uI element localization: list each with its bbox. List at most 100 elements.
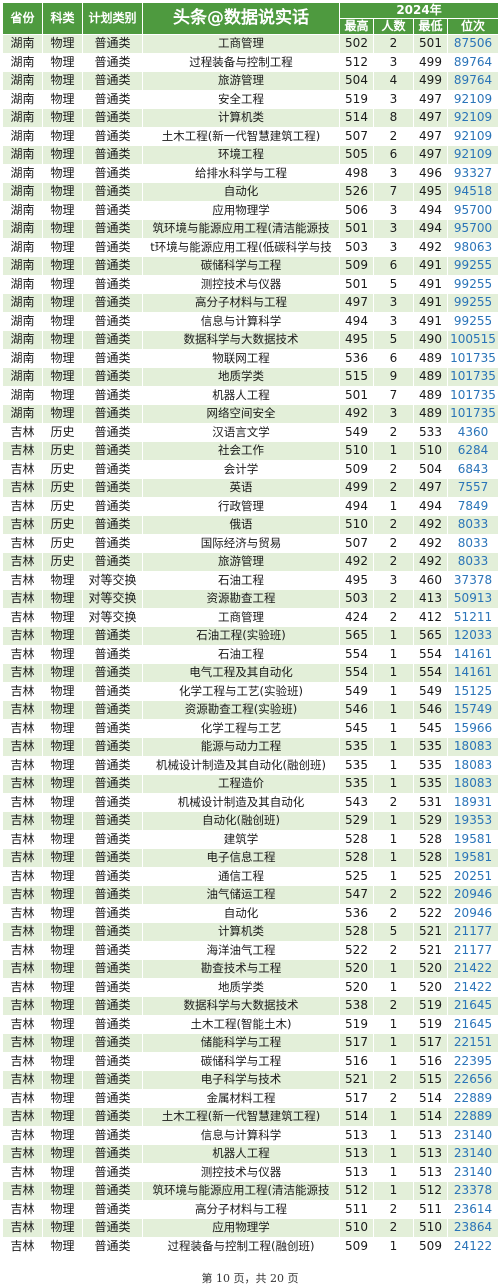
major-cell: 碳储科学与工程 xyxy=(142,256,340,276)
province-cell: 吉林 xyxy=(2,718,43,738)
plan-cell: 普通类 xyxy=(82,792,143,812)
province-cell: 湖南 xyxy=(2,71,43,91)
subject-cell: 历史 xyxy=(42,533,83,553)
max-score-cell: 510 xyxy=(339,441,374,461)
rank-cell: 50913 xyxy=(446,589,500,609)
max-score-cell: 506 xyxy=(339,200,374,220)
subject-cell: 物理 xyxy=(42,1051,83,1071)
max-score-cell: 495 xyxy=(339,570,374,590)
count-cell: 2 xyxy=(373,515,414,535)
plan-cell: 普通类 xyxy=(82,367,143,387)
plan-cell: 普通类 xyxy=(82,200,143,220)
count-cell: 2 xyxy=(373,996,414,1016)
subject-cell: 物理 xyxy=(42,274,83,294)
rank-cell: 18083 xyxy=(446,737,500,757)
max-score-cell: 494 xyxy=(339,496,374,516)
count-cell: 6 xyxy=(373,256,414,276)
plan-cell: 普通类 xyxy=(82,237,143,257)
subject-cell: 物理 xyxy=(42,311,83,331)
table-row: 吉林 物理 普通类 勘查技术与工程 520 1 520 21422 xyxy=(2,959,500,979)
max-score-cell: 505 xyxy=(339,145,374,165)
table-row: 吉林 物理 普通类 金属材料工程 517 2 514 22889 xyxy=(2,1088,500,1108)
subject-cell: 物理 xyxy=(42,996,83,1016)
province-cell: 吉林 xyxy=(2,774,43,794)
major-cell: 机械设计制造及其自动化 xyxy=(142,792,340,812)
major-cell: 电子科学与技术 xyxy=(142,1070,340,1090)
max-score-cell: 543 xyxy=(339,792,374,812)
count-cell: 2 xyxy=(373,589,414,609)
plan-cell: 对等交换 xyxy=(82,607,143,627)
rank-cell: 37378 xyxy=(446,570,500,590)
subject-cell: 物理 xyxy=(42,681,83,701)
count-cell: 1 xyxy=(373,1033,414,1053)
count-cell: 1 xyxy=(373,848,414,868)
max-score-cell: 526 xyxy=(339,182,374,202)
count-cell: 2 xyxy=(373,792,414,812)
count-cell: 1 xyxy=(373,1236,414,1256)
province-cell: 吉林 xyxy=(2,848,43,868)
major-cell: 机械设计制造及其自动化(融创班) xyxy=(142,755,340,775)
table-row: 吉林 物理 普通类 自动化(融创班) 529 1 529 19353 xyxy=(2,811,500,831)
major-cell: 能源与动力工程 xyxy=(142,737,340,757)
table-row: 吉林 物理 普通类 通信工程 525 1 525 20251 xyxy=(2,866,500,886)
max-score-cell: 535 xyxy=(339,774,374,794)
plan-cell: 普通类 xyxy=(82,755,143,775)
plan-cell: 普通类 xyxy=(82,1070,143,1090)
province-cell: 湖南 xyxy=(2,237,43,257)
plan-cell: 普通类 xyxy=(82,478,143,498)
count-cell: 2 xyxy=(373,552,414,572)
plan-cell: 普通类 xyxy=(82,1051,143,1071)
count-cell: 1 xyxy=(373,1162,414,1182)
count-cell: 1 xyxy=(373,1014,414,1034)
major-cell: 油气储运工程 xyxy=(142,885,340,905)
min-score-cell: 495 xyxy=(413,182,448,202)
province-cell: 吉林 xyxy=(2,570,43,590)
count-cell: 2 xyxy=(373,1070,414,1090)
max-score-cell: 492 xyxy=(339,552,374,572)
count-cell: 6 xyxy=(373,145,414,165)
count-cell: 1 xyxy=(373,1051,414,1071)
max-score-cell: 495 xyxy=(339,330,374,350)
plan-cell: 普通类 xyxy=(82,1014,143,1034)
table-row: 吉林 历史 普通类 社会工作 510 1 510 6284 xyxy=(2,441,500,461)
max-score-cell: 510 xyxy=(339,515,374,535)
plan-cell: 普通类 xyxy=(82,1199,143,1219)
province-cell: 吉林 xyxy=(2,1107,43,1127)
table-row: 湖南 物理 普通类 机器人工程 501 7 489 101735 xyxy=(2,385,500,405)
major-cell: 机器人工程 xyxy=(142,1144,340,1164)
count-cell: 3 xyxy=(373,404,414,424)
subject-cell: 物理 xyxy=(42,829,83,849)
plan-cell: 普通类 xyxy=(82,348,143,368)
table-row: 湖南 物理 普通类 测控技术与仪器 501 5 491 99255 xyxy=(2,274,500,294)
max-score-cell: 503 xyxy=(339,237,374,257)
rank-cell: 23140 xyxy=(446,1125,500,1145)
table-row: 吉林 物理 普通类 土木工程(新一代智慧建筑工程) 514 1 514 22889 xyxy=(2,1107,500,1127)
plan-cell: 普通类 xyxy=(82,829,143,849)
subject-cell: 物理 xyxy=(42,71,83,91)
count-cell: 3 xyxy=(373,311,414,331)
table-row: 吉林 物理 普通类 筑环境与能源应用工程(清洁能源技 512 1 512 23378 xyxy=(2,1181,500,1201)
max-score-cell: 512 xyxy=(339,52,374,72)
max-score-cell: 501 xyxy=(339,219,374,239)
max-score-cell: 515 xyxy=(339,367,374,387)
major-cell: 建筑学 xyxy=(142,829,340,849)
table-row: 湖南 物理 普通类 数据科学与大数据技术 495 5 490 100515 xyxy=(2,330,500,350)
min-score-cell: 491 xyxy=(413,293,448,313)
count-cell: 2 xyxy=(373,1218,414,1238)
subject-cell: 物理 xyxy=(42,1218,83,1238)
major-cell: 计算机类 xyxy=(142,922,340,942)
max-score-cell: 511 xyxy=(339,1199,374,1219)
min-score-cell: 497 xyxy=(413,108,448,128)
table-row: 吉林 历史 普通类 国际经济与贸易 507 2 492 8033 xyxy=(2,533,500,553)
rank-cell: 8033 xyxy=(446,515,500,535)
province-cell: 吉林 xyxy=(2,478,43,498)
subject-cell: 物理 xyxy=(42,1162,83,1182)
max-score-cell: 536 xyxy=(339,348,374,368)
rank-cell: 98063 xyxy=(446,237,500,257)
table-row: 吉林 物理 普通类 信息与计算科学 513 1 513 23140 xyxy=(2,1125,500,1145)
rank-cell: 21422 xyxy=(446,977,500,997)
subject-cell: 物理 xyxy=(42,626,83,646)
header-min: 最低 xyxy=(413,18,448,35)
header-rank: 位次 xyxy=(446,18,500,35)
province-cell: 吉林 xyxy=(2,1088,43,1108)
